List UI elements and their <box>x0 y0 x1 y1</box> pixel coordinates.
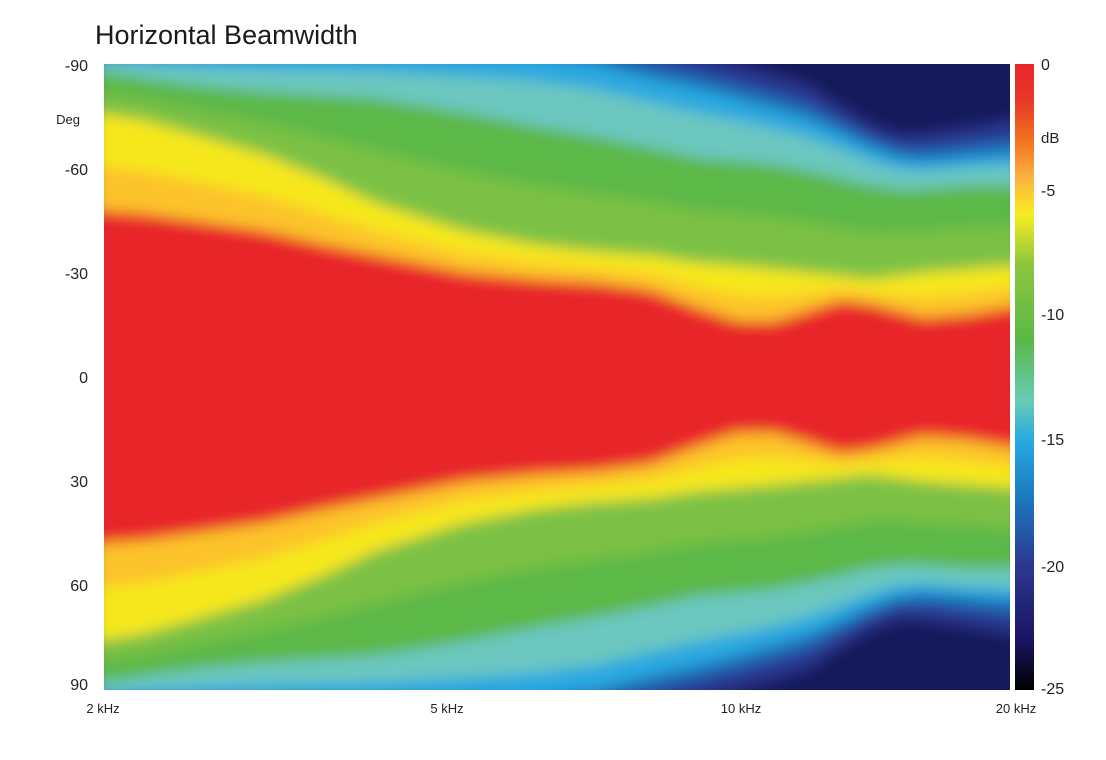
y-tick-label: -60 <box>64 162 88 179</box>
colorbar-tick-label: -25 <box>1041 681 1065 698</box>
colorbar <box>1015 64 1034 690</box>
y-tick-label: 0 <box>79 370 88 387</box>
x-tick-label: 5 kHz <box>430 701 464 716</box>
colorbar-tick-label: -15 <box>1041 432 1065 449</box>
colorbar-tick-label: -20 <box>1041 559 1065 576</box>
y-tick-label: 30 <box>70 474 88 491</box>
colorbar-tick-label: 0 <box>1041 57 1050 74</box>
colorbar-gradient <box>1015 64 1034 690</box>
colorbar-tick-label: -5 <box>1041 183 1056 200</box>
band-minus3db <box>104 210 1010 544</box>
colorbar-unit-label: dB <box>1041 130 1060 147</box>
x-tick-label: 10 kHz <box>720 701 762 716</box>
chart-title: Horizontal Beamwidth <box>95 20 358 50</box>
x-tick-label: 20 kHz <box>995 701 1037 716</box>
heatmap-plot <box>104 64 1010 690</box>
colorbar-tick-label: -10 <box>1041 307 1065 324</box>
y-unit-label: Deg <box>56 112 80 127</box>
y-tick-label: 90 <box>70 677 88 694</box>
y-tick-label: -90 <box>64 58 88 75</box>
y-tick-label: -30 <box>64 266 88 283</box>
y-tick-label: 60 <box>70 578 88 595</box>
x-tick-label: 2 kHz <box>86 701 120 716</box>
